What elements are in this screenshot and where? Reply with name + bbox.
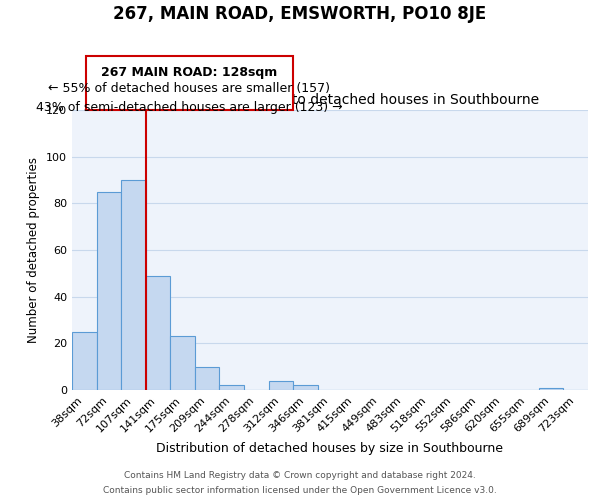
Bar [97,192,121,390]
Title: Size of property relative to detached houses in Southbourne: Size of property relative to detached ho… [121,94,539,108]
Bar [539,388,563,390]
Bar [195,366,220,390]
Text: Contains HM Land Registry data © Crown copyright and database right 2024.: Contains HM Land Registry data © Crown c… [124,471,476,480]
Bar [146,276,170,390]
Text: Contains public sector information licensed under the Open Government Licence v3: Contains public sector information licen… [103,486,497,495]
Y-axis label: Number of detached properties: Number of detached properties [28,157,40,343]
Text: ← 55% of detached houses are smaller (157): ← 55% of detached houses are smaller (15… [49,82,331,95]
Bar [293,386,318,390]
FancyBboxPatch shape [86,56,293,110]
Bar [220,386,244,390]
X-axis label: Distribution of detached houses by size in Southbourne: Distribution of detached houses by size … [157,442,503,455]
Text: 267, MAIN ROAD, EMSWORTH, PO10 8JE: 267, MAIN ROAD, EMSWORTH, PO10 8JE [113,5,487,23]
Text: 267 MAIN ROAD: 128sqm: 267 MAIN ROAD: 128sqm [101,66,277,78]
Text: 43% of semi-detached houses are larger (123) →: 43% of semi-detached houses are larger (… [36,100,343,114]
Bar [269,380,293,390]
Bar [72,332,97,390]
Bar [170,336,195,390]
Bar [121,180,146,390]
